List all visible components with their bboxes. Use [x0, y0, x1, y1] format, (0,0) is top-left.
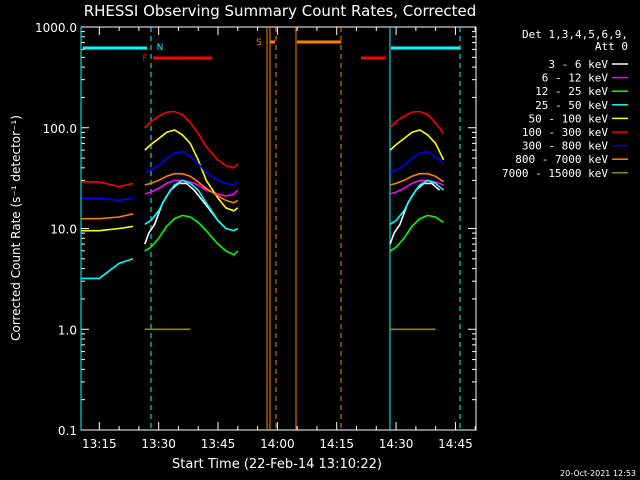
- x-axis-label: Start Time (22-Feb-14 13:10:22): [172, 457, 382, 472]
- series-line: [81, 150, 239, 202]
- x-tick-label: 13:30: [141, 437, 176, 451]
- y-tick-label: 0.1: [58, 424, 77, 438]
- series-3: [144, 214, 445, 256]
- legend-label: 6 - 12 keV: [542, 72, 609, 85]
- series-7: [81, 150, 445, 202]
- x-tick-label: 13:15: [82, 437, 117, 451]
- footer-timestamp: 20-Oct-2021 12:53: [560, 469, 636, 478]
- x-tick-label: 14:00: [260, 437, 295, 451]
- chart-title: RHESSI Observing Summary Count Rates, Co…: [84, 2, 477, 20]
- series-line: [81, 172, 239, 220]
- legend-header-line-2: Att 0: [595, 40, 628, 53]
- series-line-2: [389, 179, 445, 225]
- legend-label: 300 - 800 keV: [522, 140, 608, 153]
- x-tick-label: 13:45: [201, 437, 236, 451]
- x-tick-label: 14:45: [438, 437, 473, 451]
- series-line-2: [389, 179, 444, 195]
- series-line: [144, 179, 239, 197]
- legend-label: 7000 - 15000 keV: [502, 167, 608, 180]
- legend-header-line-1: Det 1,3,4,5,6,9,: [522, 28, 628, 41]
- series-6: [81, 110, 445, 188]
- plot-frame: [80, 26, 477, 431]
- y-axis-label-group: Corrected Count Rate (s⁻¹ detector⁻¹): [9, 115, 23, 341]
- series-line: [144, 214, 239, 256]
- y-tick-label: 10.0: [50, 223, 77, 237]
- legend-label: 25 - 50 keV: [535, 99, 608, 112]
- series-4: [81, 179, 445, 280]
- series-5: [81, 129, 445, 232]
- y-tick-label: 1000.0: [35, 21, 77, 35]
- series-line: [81, 110, 239, 188]
- plot-area: 0.1 1.0 10.0 100.0 1000.0 13:15 13:30 13:45 14:0…: [35, 21, 477, 451]
- series-line: [81, 179, 239, 280]
- y-tick-label: 1.0: [58, 323, 77, 337]
- series-2: [144, 179, 444, 197]
- legend-label: 12 - 25 keV: [535, 85, 608, 98]
- series-9: [145, 329, 436, 339]
- series-8: [81, 172, 445, 220]
- series-line-2: [389, 150, 445, 174]
- x-tick-label: 14:15: [319, 437, 354, 451]
- legend-label: 50 - 100 keV: [529, 112, 609, 125]
- legend-label: 3 - 6 keV: [548, 58, 608, 71]
- series-line-2: [389, 172, 445, 186]
- y-axis-label: Corrected Count Rate (s⁻¹ detector⁻¹): [9, 115, 23, 341]
- y-tick-label: 100.0: [43, 122, 77, 136]
- series-line-2: [389, 110, 445, 134]
- night-label: N: [157, 43, 164, 53]
- series-line-2: [389, 214, 445, 252]
- legend-label: 800 - 7000 keV: [515, 153, 608, 166]
- x-tick-label: 14:30: [379, 437, 414, 451]
- legend-label: 100 - 300 keV: [522, 126, 608, 139]
- series-line: [145, 329, 234, 339]
- saa-label: S: [256, 38, 262, 48]
- series-line: [81, 129, 239, 232]
- flare-label: F: [142, 54, 147, 64]
- series-line-2: [389, 129, 445, 161]
